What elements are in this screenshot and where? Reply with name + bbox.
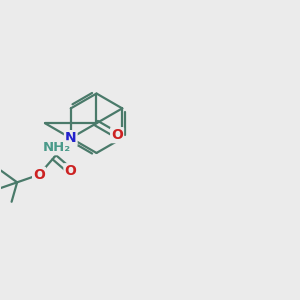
Text: NH₂: NH₂ xyxy=(43,141,71,154)
Text: O: O xyxy=(33,168,45,182)
Text: O: O xyxy=(64,164,76,178)
Text: O: O xyxy=(111,128,123,142)
Text: N: N xyxy=(65,131,76,145)
